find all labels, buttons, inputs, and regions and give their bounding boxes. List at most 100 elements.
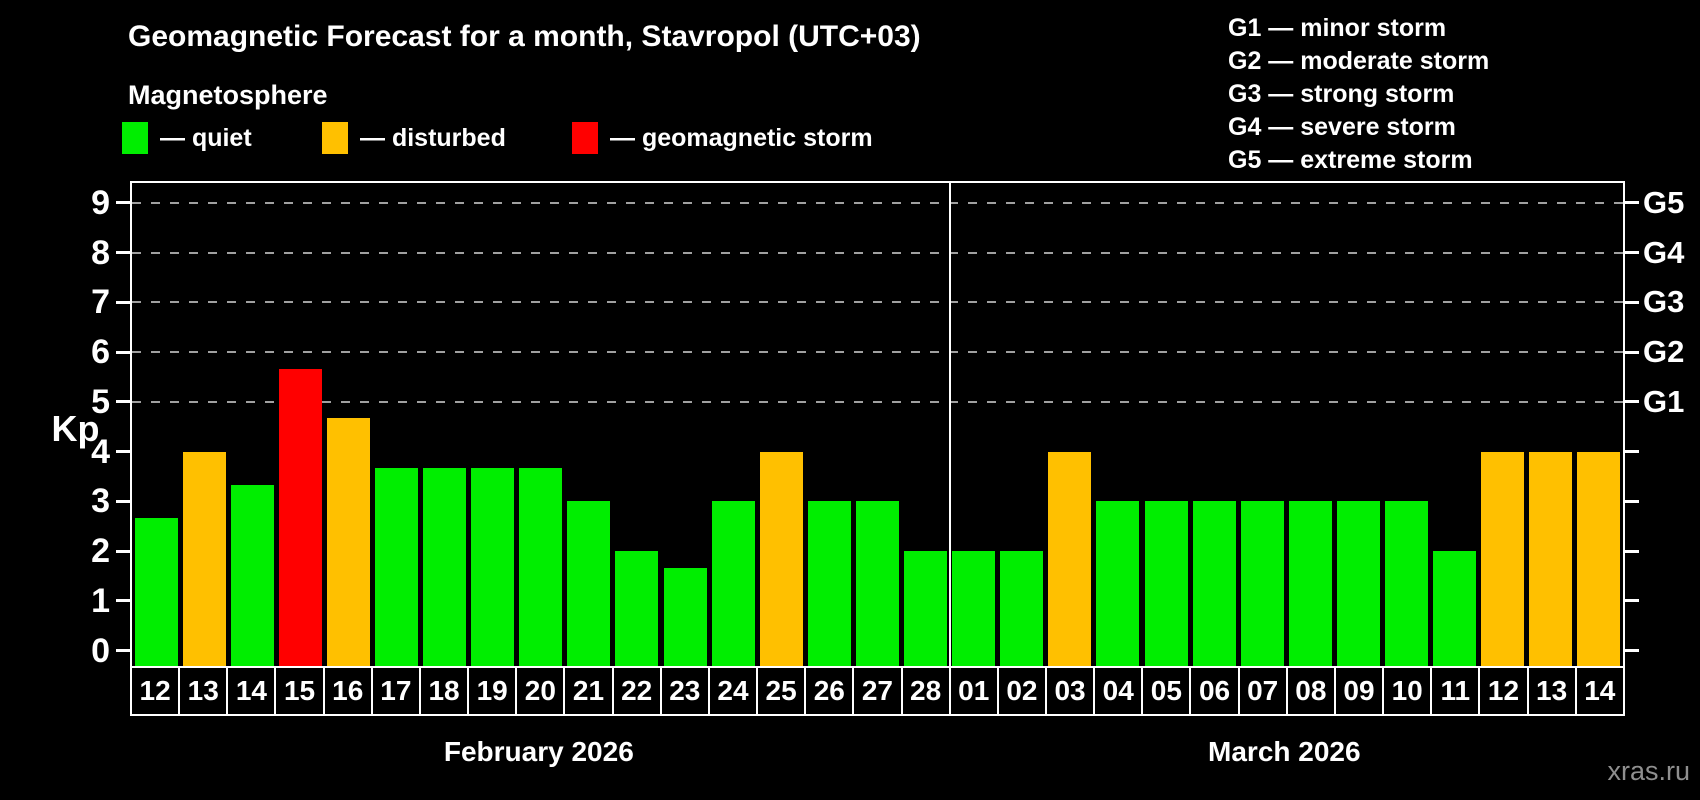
g-scale-legend: G1 — minor storm G2 — moderate storm G3 — …	[1228, 12, 1489, 177]
day-label: 28	[900, 666, 951, 716]
y-tick	[116, 400, 130, 404]
y-tick	[1625, 649, 1639, 653]
day-label: 16	[322, 666, 373, 716]
day-label: 24	[707, 666, 759, 716]
day-label: 26	[804, 666, 855, 716]
watermark: xras.ru	[1607, 756, 1690, 786]
y-tick-label: 3	[91, 482, 110, 521]
kp-bar	[1096, 501, 1140, 668]
kp-bar	[1433, 551, 1477, 668]
status-legend: — quiet — disturbed — geomagnetic storm	[0, 122, 1700, 154]
y-tick-label: 0	[91, 631, 110, 670]
day-label: 14	[1574, 666, 1625, 716]
day-label: 04	[1093, 666, 1144, 716]
y-tick	[1625, 599, 1639, 603]
quiet-swatch-icon	[122, 122, 148, 154]
kp-bar	[904, 551, 948, 668]
kp-bar	[1336, 501, 1380, 668]
kp-bar	[952, 551, 996, 668]
day-label: 22	[611, 666, 662, 716]
storm-swatch-icon	[572, 122, 598, 154]
y-tick	[116, 300, 130, 304]
day-label: 12	[1478, 666, 1529, 716]
day-label: 07	[1237, 666, 1288, 716]
kp-bar	[519, 468, 563, 668]
kp-bar	[230, 484, 274, 668]
day-label: 27	[852, 666, 903, 716]
legend-label: — disturbed	[360, 123, 506, 152]
g-legend-line: G5 — extreme storm	[1228, 146, 1473, 174]
gridline	[132, 400, 1623, 403]
kp-bar	[374, 468, 418, 668]
legend-label: — geomagnetic storm	[610, 123, 873, 152]
y-tick	[1625, 450, 1639, 454]
y-tick-label: 9	[91, 183, 110, 222]
kp-bar	[1192, 501, 1236, 668]
kp-bar	[663, 567, 707, 668]
legend-label: — quiet	[160, 123, 252, 152]
day-label: 03	[1044, 666, 1096, 716]
day-label: 12	[130, 666, 181, 716]
day-label: 19	[467, 666, 518, 716]
kp-bar	[567, 501, 611, 668]
g-level-label: G3	[1643, 284, 1685, 320]
y-tick	[1625, 201, 1639, 205]
magnetosphere-label: Magnetosphere	[128, 80, 328, 110]
y-tick	[116, 201, 130, 205]
day-label: 17	[370, 666, 421, 716]
legend-item-storm: — geomagnetic storm	[572, 122, 873, 154]
page-title: Geomagnetic Forecast for a month, Stavro…	[128, 20, 921, 53]
legend-item-quiet: — quiet	[122, 122, 252, 154]
y-tick	[116, 499, 130, 503]
y-tick	[116, 251, 130, 255]
day-label: 15	[274, 666, 325, 716]
kp-bar	[471, 468, 515, 668]
day-label: 23	[659, 666, 710, 716]
kp-bar	[807, 501, 851, 668]
y-tick-label: 8	[91, 233, 110, 272]
y-tick-label: 7	[91, 283, 110, 322]
disturbed-swatch-icon	[322, 122, 348, 154]
kp-bar	[1385, 501, 1429, 668]
y-tick	[1625, 549, 1639, 553]
kp-bar	[1000, 551, 1044, 668]
gridline	[132, 251, 1623, 254]
g-legend-line: G4 — severe storm	[1228, 113, 1456, 141]
kp-bar	[1144, 501, 1188, 668]
day-label: 13	[178, 666, 229, 716]
y-tick-label: 5	[91, 382, 110, 421]
y-tick	[116, 350, 130, 354]
month-label: February 2026	[443, 736, 634, 767]
g-level-label: G1	[1643, 383, 1685, 419]
day-label: 10	[1382, 666, 1433, 716]
g-level-label: G4	[1643, 234, 1685, 270]
y-tick-label: 1	[91, 581, 110, 620]
y-tick	[116, 450, 130, 454]
kp-bar	[1240, 501, 1284, 668]
y-tick	[1625, 300, 1639, 304]
kp-bar	[134, 517, 178, 668]
y-tick-label: 2	[91, 532, 110, 571]
month-divider	[948, 183, 951, 668]
kp-bar	[711, 501, 755, 668]
g-legend-line: G1 — minor storm	[1228, 14, 1447, 42]
kp-bar	[1048, 451, 1092, 668]
y-tick	[1625, 400, 1639, 404]
day-label: 14	[226, 666, 277, 716]
day-label: 05	[1141, 666, 1192, 716]
month-label: March 2026	[1208, 736, 1361, 767]
y-tick	[1625, 499, 1639, 503]
day-label: 18	[418, 666, 470, 716]
g-level-label: G5	[1643, 184, 1685, 220]
day-label: 09	[1333, 666, 1385, 716]
day-label: 13	[1526, 666, 1577, 716]
kp-bar	[1577, 451, 1621, 668]
day-label: 21	[563, 666, 614, 716]
day-label: 11	[1430, 666, 1481, 716]
y-tick	[116, 599, 130, 603]
g-level-label: G2	[1643, 334, 1685, 370]
y-tick	[1625, 251, 1639, 255]
kp-bar	[182, 451, 226, 668]
day-label: 01	[948, 666, 999, 716]
gridline	[132, 351, 1623, 354]
